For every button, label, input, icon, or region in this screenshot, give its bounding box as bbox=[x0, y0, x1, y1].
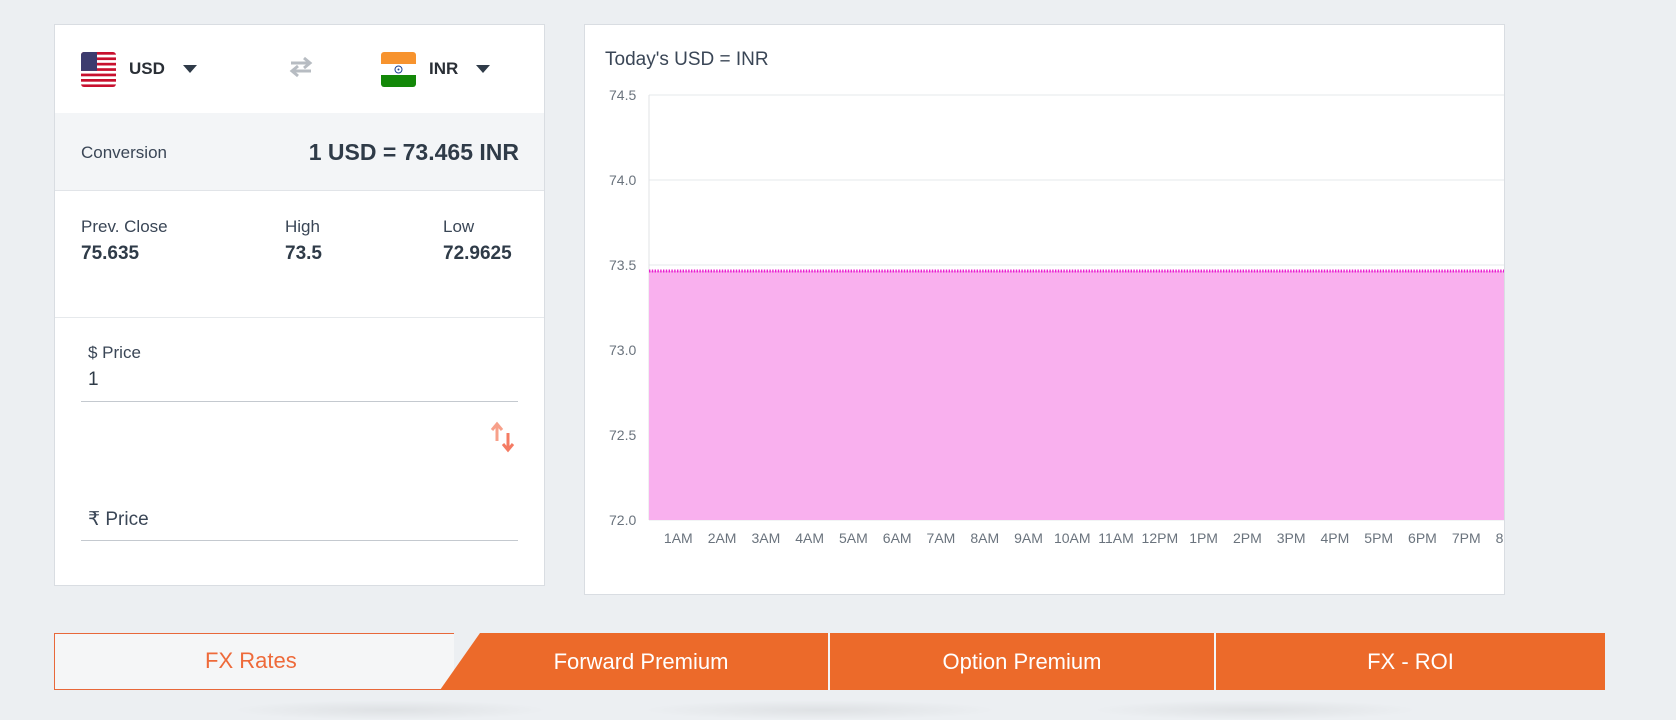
x-tick-label: 4AM bbox=[795, 530, 824, 546]
tab-fx-rates[interactable]: FX Rates bbox=[54, 633, 454, 690]
x-tick-label: 3PM bbox=[1277, 530, 1306, 546]
x-tick-label: 4PM bbox=[1321, 530, 1350, 546]
x-tick-label: 5AM bbox=[839, 530, 868, 546]
y-tick-label: 72.0 bbox=[609, 512, 636, 528]
y-tick-label: 73.5 bbox=[609, 257, 636, 273]
prev-close-label: Prev. Close bbox=[81, 217, 168, 236]
x-tick-label: 10AM bbox=[1054, 530, 1091, 546]
x-tick-label: 8AM bbox=[970, 530, 999, 546]
area-fill bbox=[649, 270, 1504, 520]
x-tick-label: 9AM bbox=[1014, 530, 1043, 546]
from-currency-code: USD bbox=[129, 59, 165, 78]
tab-fx-rates-label: FX Rates bbox=[205, 648, 297, 673]
tab-forward-premium[interactable]: Forward Premium bbox=[553, 648, 729, 674]
high-value: 73.5 bbox=[285, 243, 322, 264]
chart-title: Today's USD = INR bbox=[605, 49, 769, 70]
tab-shadow bbox=[640, 700, 1000, 720]
x-tick-label: 3AM bbox=[751, 530, 780, 546]
tab-separator bbox=[828, 633, 830, 690]
x-tick-label: 1PM bbox=[1189, 530, 1218, 546]
usd-price-label: $ Price bbox=[88, 343, 141, 362]
currency-selector-row: USD INR bbox=[55, 25, 544, 114]
rate-chart-card: Today's USD = INR 74.5 74.0 73.5 73.0 72.5 72… bbox=[584, 24, 1505, 595]
prev-close-value: 75.635 bbox=[81, 243, 140, 264]
y-tick-label: 74.0 bbox=[609, 172, 636, 188]
stats-row: Prev. Close 75.635 High 73.5 Low 72.9625 bbox=[55, 190, 544, 318]
low-stat: Low 72.9625 bbox=[443, 217, 512, 265]
usd-price-input[interactable] bbox=[88, 369, 488, 391]
tab-shadow bbox=[1090, 700, 1420, 720]
chevron-down-icon bbox=[182, 65, 197, 73]
converter-card: USD INR Conversion 1 USD = 73.465 INR Pr… bbox=[54, 24, 545, 586]
y-tick-label: 74.5 bbox=[609, 87, 636, 103]
prev-close-stat: Prev. Close 75.635 bbox=[81, 217, 168, 265]
y-tick-label: 73.0 bbox=[609, 342, 636, 358]
swap-price-icon[interactable] bbox=[489, 421, 517, 455]
x-tick-label: 5PM bbox=[1364, 530, 1393, 546]
from-currency-dropdown[interactable]: USD bbox=[81, 51, 197, 87]
x-tick-label: 8PM bbox=[1496, 530, 1504, 546]
to-currency-dropdown[interactable]: INR bbox=[381, 51, 491, 87]
swap-currencies-icon[interactable] bbox=[287, 55, 315, 79]
x-tick-label: 11AM bbox=[1098, 530, 1134, 546]
tab-shadow bbox=[230, 700, 550, 720]
tab-fx-roi[interactable]: FX - ROI bbox=[1367, 648, 1454, 674]
low-value: 72.9625 bbox=[443, 243, 512, 264]
us-flag-icon bbox=[81, 51, 116, 87]
x-tick-label: 6PM bbox=[1408, 530, 1437, 546]
low-label: Low bbox=[443, 217, 475, 236]
x-tick-label: 2PM bbox=[1233, 530, 1262, 546]
chevron-down-icon bbox=[476, 65, 491, 73]
to-currency-code: INR bbox=[429, 59, 459, 78]
x-tick-label: 12PM bbox=[1142, 530, 1179, 546]
india-flag-icon bbox=[381, 51, 416, 87]
rate-chart: 74.5 74.0 73.5 73.0 72.5 72.0 1AM 2AM 3AM 4AM 5AM 6… bbox=[609, 87, 1504, 546]
y-tick-label: 72.5 bbox=[609, 427, 636, 443]
high-stat: High 73.5 bbox=[285, 217, 322, 265]
inr-price-input[interactable] bbox=[88, 507, 488, 529]
x-tick-label: 7PM bbox=[1452, 530, 1481, 546]
tool-tabs: FX Rates Forward Premium Option Premium … bbox=[54, 633, 1605, 691]
conversion-value: 1 USD = 73.465 INR bbox=[308, 139, 519, 165]
inr-price-label: ₹ Price bbox=[88, 509, 149, 530]
x-tick-label: 2AM bbox=[708, 530, 737, 546]
x-tick-label: 7AM bbox=[927, 530, 956, 546]
x-tick-label: 1AM bbox=[664, 530, 693, 546]
tab-separator bbox=[1214, 633, 1216, 690]
conversion-label: Conversion bbox=[81, 143, 167, 162]
x-tick-label: 6AM bbox=[883, 530, 912, 546]
conversion-row: Conversion 1 USD = 73.465 INR bbox=[55, 113, 544, 191]
usd-price-field: $ Price bbox=[81, 317, 518, 402]
high-label: High bbox=[285, 217, 320, 236]
inr-price-field: ₹ Price bbox=[81, 445, 518, 541]
tabs-background bbox=[440, 633, 1605, 690]
tab-option-premium[interactable]: Option Premium bbox=[942, 648, 1102, 674]
